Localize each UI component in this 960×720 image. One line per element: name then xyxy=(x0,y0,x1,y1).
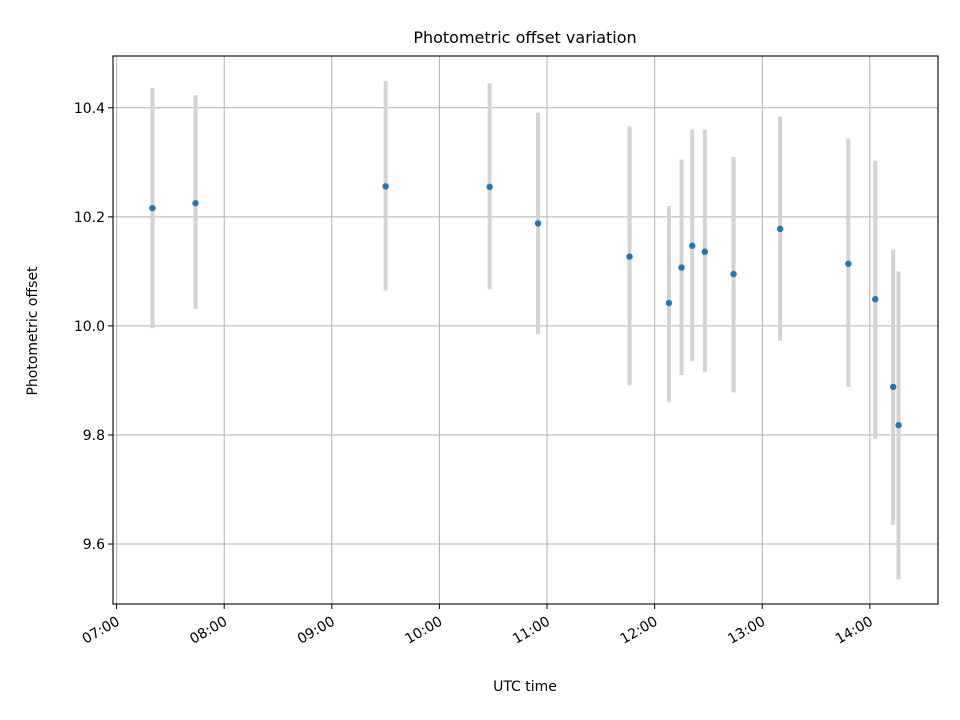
y-tick-label: 9.8 xyxy=(83,428,105,444)
data-point xyxy=(689,242,696,249)
data-point xyxy=(730,270,737,278)
grid xyxy=(113,56,938,604)
data-point xyxy=(678,264,685,271)
data-point xyxy=(895,421,902,429)
y-tick-label: 9.6 xyxy=(83,537,105,553)
data-point xyxy=(534,220,542,227)
data-points xyxy=(149,183,902,429)
x-axis-label: UTC time xyxy=(493,679,557,695)
chart-title: Photometric offset variation xyxy=(413,28,636,47)
y-tick-label: 10.0 xyxy=(74,319,105,335)
y-tick-label: 10.2 xyxy=(74,210,105,226)
data-point xyxy=(192,200,199,207)
data-point xyxy=(149,204,156,212)
data-point xyxy=(626,253,633,260)
data-point xyxy=(665,299,673,307)
data-point xyxy=(776,225,784,233)
data-point xyxy=(889,383,897,391)
plot-frame xyxy=(112,55,939,605)
data-point xyxy=(701,248,709,255)
y-tick-label: 10.4 xyxy=(74,101,105,117)
y-axis: 9.6 9.8 10.0 10.2 10.4 xyxy=(74,101,113,553)
data-point xyxy=(486,183,493,191)
data-point xyxy=(872,295,879,303)
data-point xyxy=(845,260,852,267)
y-axis-label: Photometric offset xyxy=(25,266,41,396)
data-point xyxy=(382,183,389,190)
